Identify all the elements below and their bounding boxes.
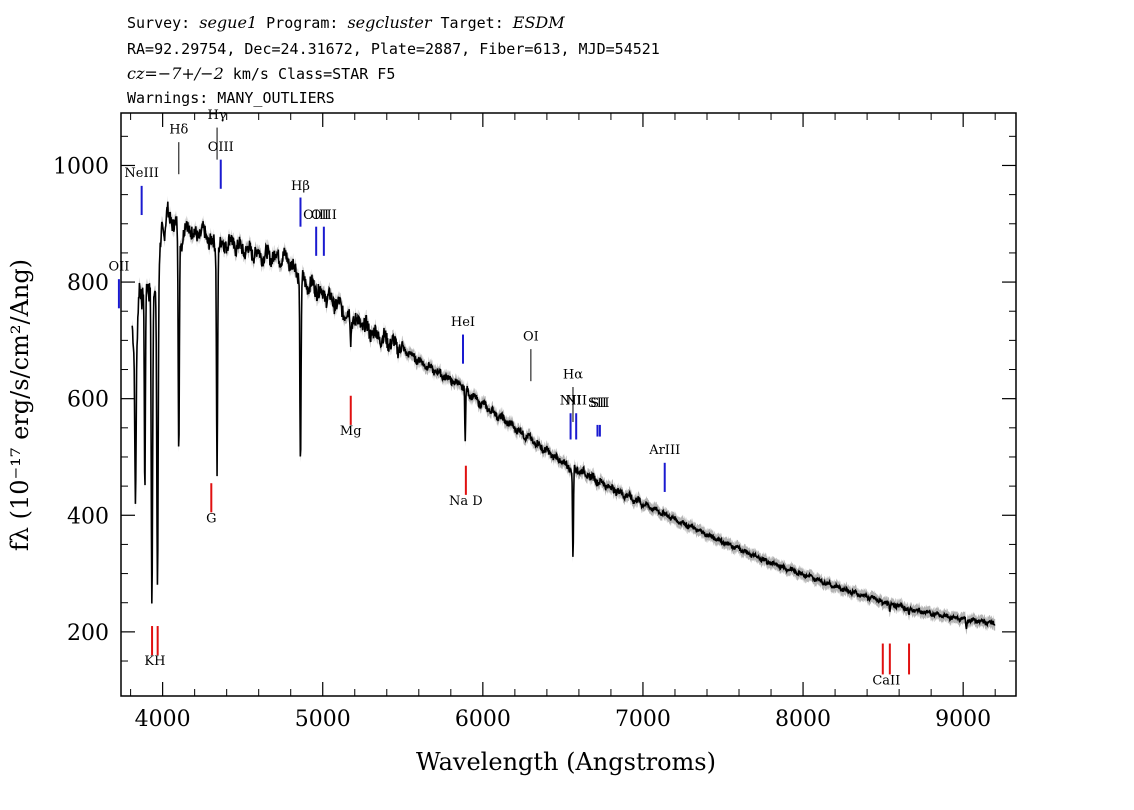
- emission-line-label: HeI: [451, 315, 475, 330]
- absorption-line-label: Na D: [449, 494, 483, 509]
- header-line-4: Warnings: MANY_OUTLIERS: [127, 89, 335, 107]
- x-tick-label: 5000: [295, 707, 351, 732]
- balmer-line-label: Hγ: [208, 108, 227, 123]
- error-band-area: [132, 195, 996, 635]
- y-tick-label: 800: [67, 271, 109, 296]
- x-axis-label: Wavelength (Angstroms): [416, 748, 716, 776]
- y-tick-label: 1000: [53, 154, 109, 179]
- x-tick-label: 7000: [615, 707, 671, 732]
- absorption-line-label: G: [206, 511, 216, 526]
- spectrum-series: [131, 201, 996, 630]
- emission-line-label: NII: [565, 394, 587, 409]
- y-tick-label: 600: [67, 388, 109, 413]
- tick-labels: 4000 5000 6000 7000 8000 9000 200 400 600 800 1000: [53, 154, 991, 732]
- y-tick-label: 400: [67, 504, 109, 529]
- absorption-line-label: Mg: [340, 424, 362, 439]
- balmer-line-label: Hδ: [169, 122, 188, 137]
- emission-line-label: OII: [108, 259, 129, 274]
- emission-line-label: OIII: [303, 208, 329, 223]
- x-tick-label: 8000: [775, 707, 831, 732]
- header-line-1: Survey: segue1 Program: segcluster Targe…: [127, 13, 565, 32]
- y-tick-label: 200: [67, 621, 109, 646]
- balmer-line-label: Hα: [563, 367, 583, 382]
- emission-line-label: Hβ: [291, 179, 310, 194]
- emission-line-label: OIII: [208, 140, 234, 155]
- plot-frame: [120, 112, 1017, 697]
- emission-line-label: NeIII: [124, 166, 158, 181]
- x-tick-label: 4000: [135, 707, 191, 732]
- error-band: [132, 195, 996, 635]
- axis-ticks: [121, 113, 1016, 696]
- x-tick-label: 6000: [455, 707, 511, 732]
- emission-line-label: SII: [590, 396, 609, 411]
- emission-line-label: SII: [588, 396, 607, 411]
- y-axis-label: fλ (10⁻¹⁷ erg/s/cm²/Ang): [6, 259, 34, 551]
- header-line-3: cz=−7+/−2 km/s Class=STAR F5: [127, 64, 395, 83]
- spectrum-line: [131, 201, 996, 630]
- absorption-line-label: KH: [144, 654, 165, 669]
- balmer-line-label: OI: [523, 329, 539, 344]
- emission-line-label: NII: [560, 394, 582, 409]
- emission-line-label: OIII: [311, 208, 337, 223]
- header-line-2: RA=92.29754, Dec=24.31672, Plate=2887, F…: [127, 40, 660, 58]
- absorption-line-label: CaII: [872, 673, 900, 688]
- emission-line-label: ArIII: [648, 443, 680, 458]
- x-tick-label: 9000: [935, 707, 991, 732]
